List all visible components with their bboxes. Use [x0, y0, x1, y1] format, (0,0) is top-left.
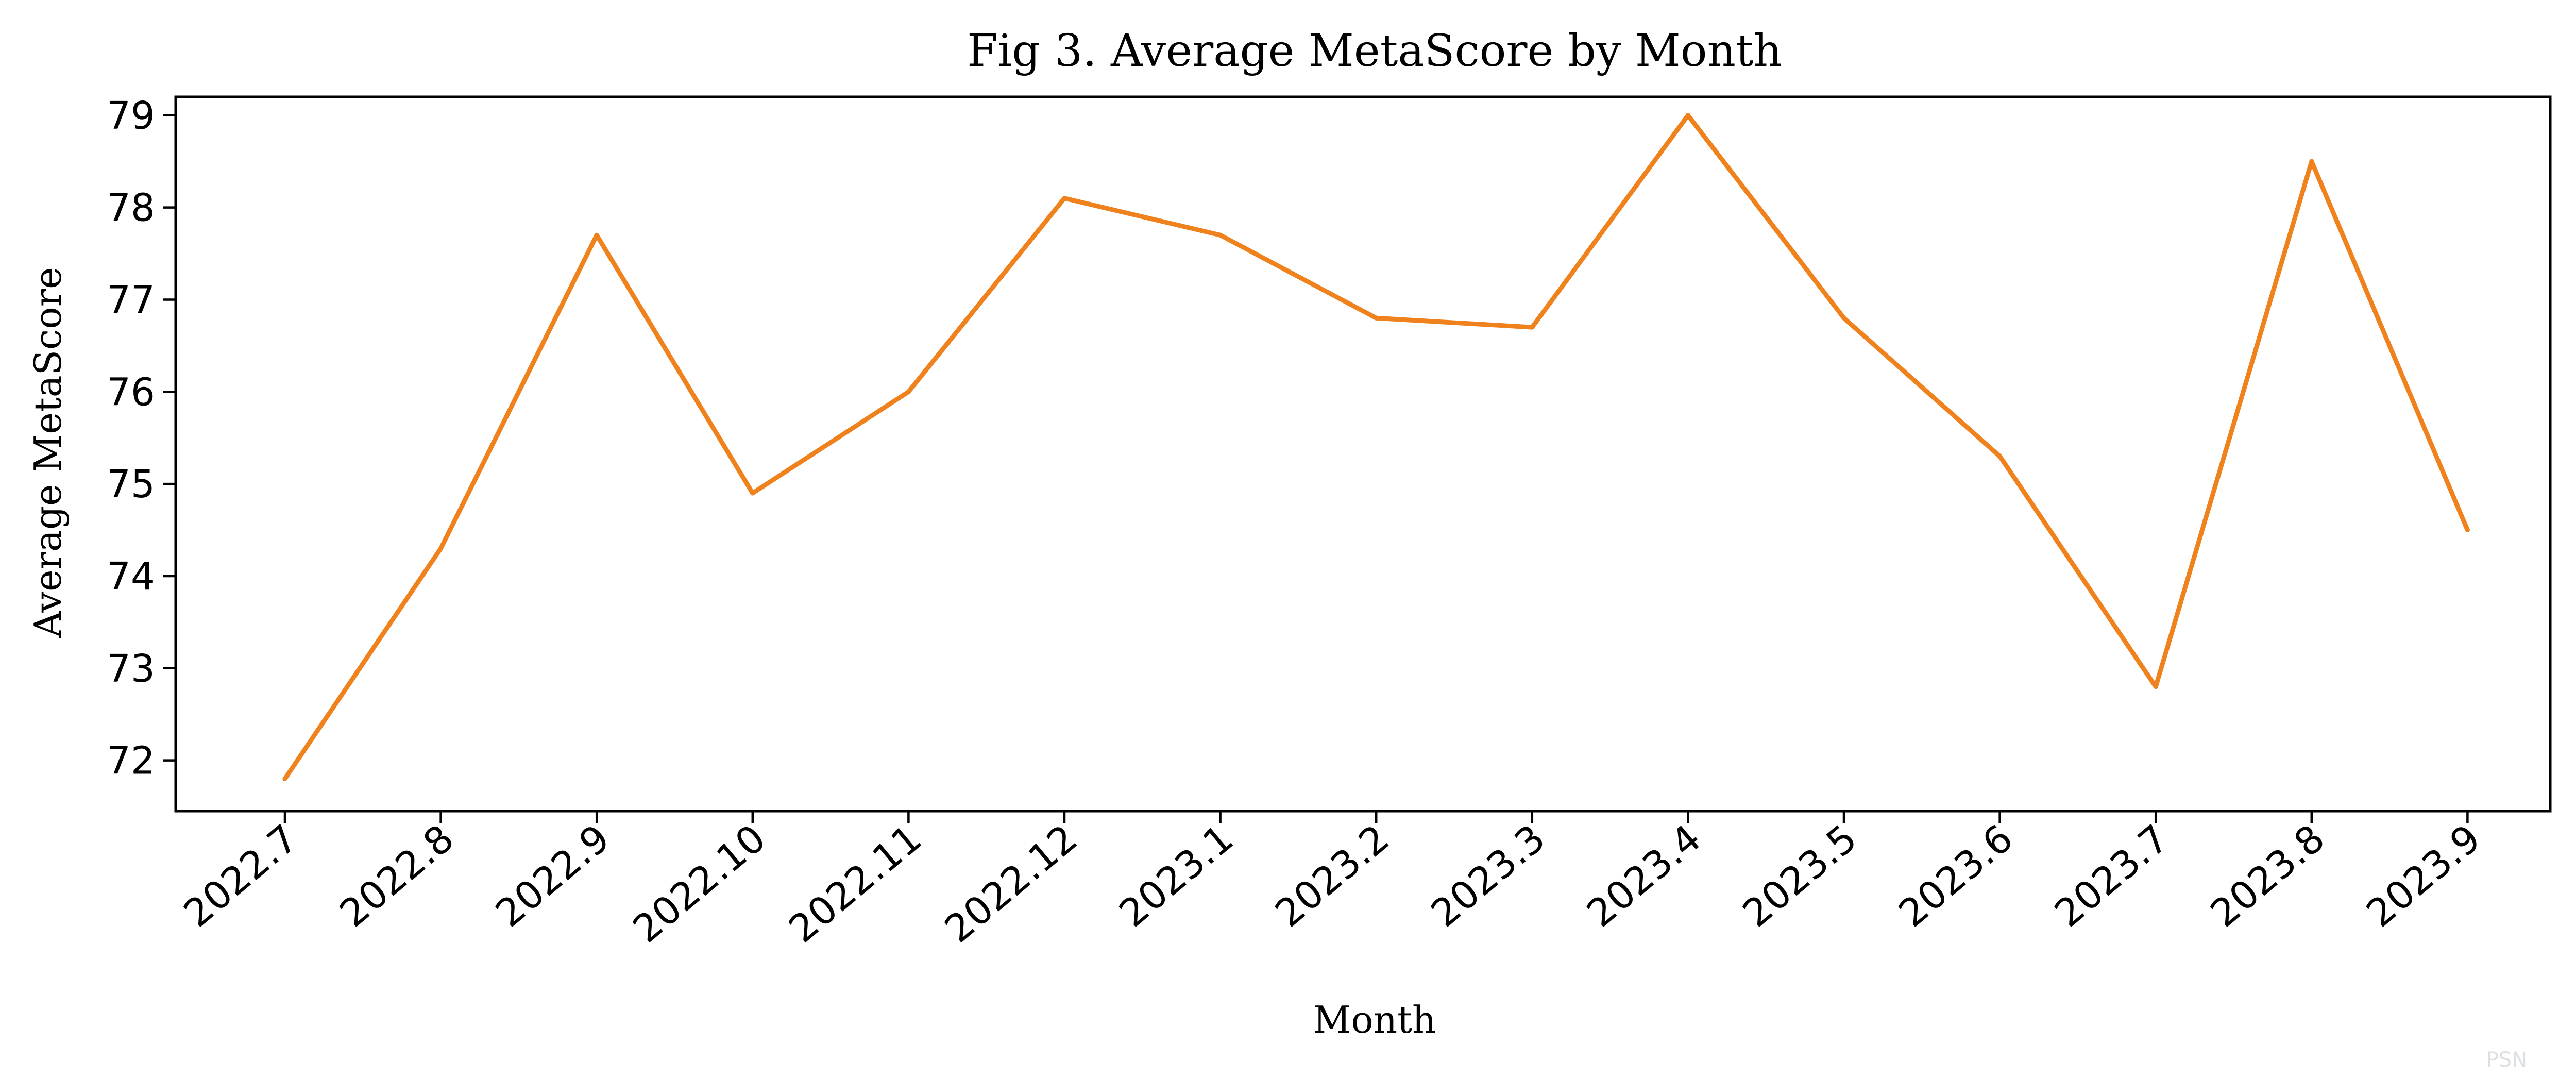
y-axis-label: Average MetaScore: [26, 267, 70, 638]
series-line-0: [282, 113, 2470, 781]
y-tick-label: 72: [107, 739, 155, 783]
y-axis: 72 73 74 75 76 77 78 79: [107, 94, 176, 783]
data-point: [282, 776, 287, 781]
chart-title: Fig 3. Average MetaScore by Month: [967, 25, 1782, 77]
x-axis-label: Month: [1313, 998, 1436, 1041]
y-tick-label: 73: [107, 647, 155, 691]
x-tick-label: 2022.7: [176, 816, 307, 936]
x-tick-label: 2022.9: [487, 816, 618, 936]
y-tick-label: 77: [107, 278, 155, 322]
data-point: [438, 546, 444, 551]
y-tick-label: 74: [107, 554, 155, 599]
x-tick-label: 2023.3: [1423, 816, 1554, 936]
x-tick-label: 2022.10: [625, 816, 774, 952]
data-point: [2465, 528, 2470, 533]
x-tick-label: 2023.8: [2202, 816, 2333, 936]
y-tick-label: 75: [107, 462, 155, 507]
data-point: [1374, 315, 1379, 321]
data-point: [1530, 325, 1535, 330]
data-point: [1062, 196, 1067, 201]
data-point: [2309, 159, 2314, 164]
plot-area-frame: [174, 95, 2552, 813]
data-point: [906, 389, 911, 394]
x-tick-label: 2023.6: [1891, 816, 2022, 936]
x-tick-label: 2022.11: [781, 816, 930, 952]
data-point: [1997, 453, 2003, 459]
x-tick-label: 2023.4: [1579, 816, 1709, 936]
x-tick-label: 2023.7: [2046, 816, 2177, 936]
x-axis: 2022.7 2022.8 2022.9 2022.10 2022.11 2022.12 2…: [176, 811, 2489, 951]
x-tick-label: 2023.9: [2358, 816, 2489, 936]
x-tick-label: 2022.12: [937, 816, 1086, 952]
data-point: [1841, 315, 1846, 321]
data-point: [1685, 113, 1690, 118]
y-tick-label: 78: [107, 186, 155, 230]
data-point: [2153, 684, 2158, 689]
series-group: [282, 113, 2470, 781]
x-tick-label: 2023.2: [1267, 816, 1398, 936]
y-tick-label: 76: [107, 370, 155, 414]
data-point: [594, 232, 599, 238]
y-tick-label: 79: [107, 94, 155, 138]
data-point: [750, 491, 755, 496]
data-point: [1218, 232, 1223, 238]
x-tick-label: 2023.5: [1735, 816, 1866, 936]
watermark: PSN: [2486, 1048, 2527, 1072]
x-tick-label: 2022.8: [332, 816, 463, 936]
x-tick-label: 2023.1: [1111, 816, 1242, 936]
